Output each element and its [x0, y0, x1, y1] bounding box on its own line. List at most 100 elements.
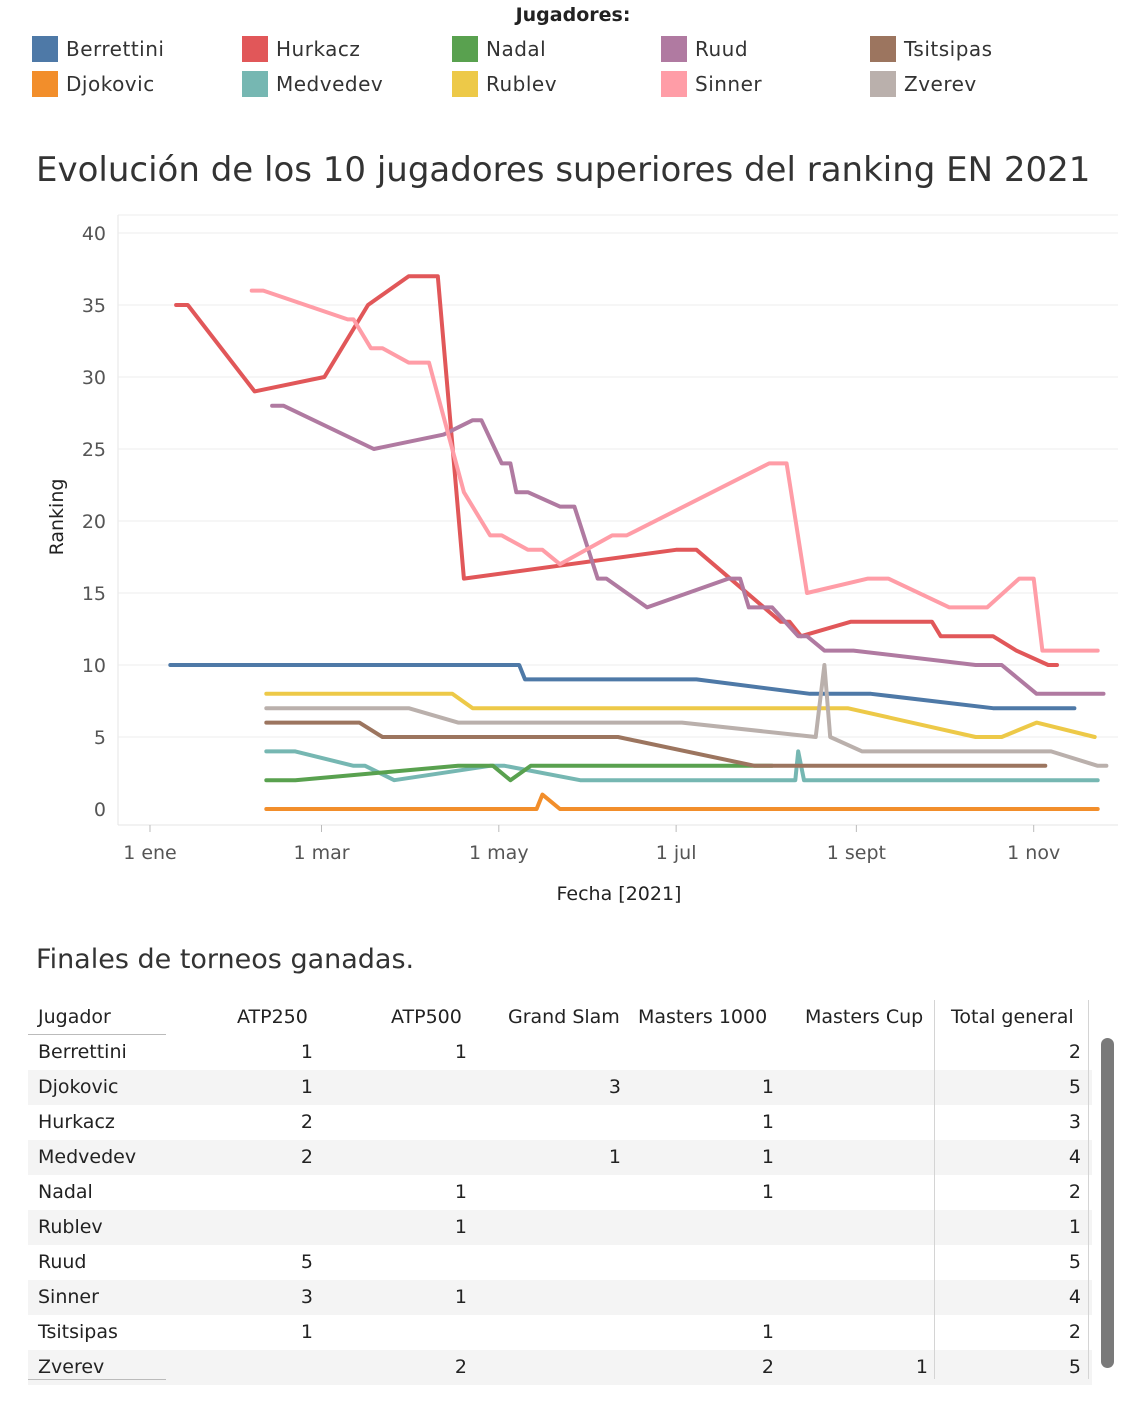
column-header[interactable]: Total general [951, 1006, 1074, 1028]
table-row: Djokovic 1 3 1 5 [28, 1070, 1092, 1105]
count-cell: 1 [915, 1356, 928, 1378]
legend-item-rublev[interactable]: Rublev [452, 69, 557, 99]
x-axis-title: Fecha [2021] [557, 883, 682, 905]
count-cell: 5 [1068, 1251, 1081, 1273]
player-name-cell: Zverev [38, 1356, 105, 1378]
column-header[interactable]: ATP250 [237, 1006, 308, 1028]
legend-swatch [452, 36, 478, 62]
legend-item-berrettini[interactable]: Berrettini [32, 34, 164, 64]
count-cell: 2 [761, 1356, 774, 1378]
series-line-hurkacz [174, 274, 1059, 667]
x-tick-label: 1 sept [827, 842, 886, 864]
y-tick-label: 10 [82, 655, 106, 677]
count-cell: 2 [300, 1111, 313, 1133]
y-tick-label: 30 [82, 367, 106, 389]
count-cell: 1 [300, 1321, 313, 1343]
count-cell: 2 [300, 1146, 313, 1168]
series-line-zverev [264, 663, 1109, 768]
legend-swatch [870, 36, 896, 62]
legend-item-nadal[interactable]: Nadal [452, 34, 546, 64]
header-underline [28, 1034, 166, 1035]
legend-label: Djokovic [66, 72, 155, 96]
legend-item-tsitsipas[interactable]: Tsitsipas [870, 34, 993, 64]
table-row: Hurkacz 2 1 3 [28, 1105, 1092, 1140]
legend-item-djokovic[interactable]: Djokovic [32, 69, 155, 99]
column-header[interactable]: Masters Cup [805, 1006, 924, 1028]
player-name-cell: Berrettini [38, 1041, 127, 1063]
table-row: Nadal 1 1 2 [28, 1175, 1092, 1210]
y-tick-label: 20 [82, 511, 106, 533]
y-tick-label: 25 [82, 439, 106, 461]
series-line-medvedev [264, 749, 1100, 783]
count-cell: 1 [761, 1146, 774, 1168]
table-row: Tsitsipas 1 1 2 [28, 1315, 1092, 1350]
count-cell: 5 [300, 1251, 313, 1273]
count-cell: 5 [1068, 1076, 1081, 1098]
y-tick-label: 35 [82, 295, 106, 317]
chart-title: Evolución de los 10 jugadores superiores… [36, 150, 1091, 190]
series-line-sinner [249, 288, 1100, 653]
legend-label: Ruud [695, 37, 749, 61]
legend-swatch [242, 36, 268, 62]
x-tick-label: 1 jul [656, 842, 697, 864]
count-cell: 4 [1068, 1146, 1081, 1168]
legend-title: Jugadores: [515, 4, 631, 26]
legend-label: Tsitsipas [904, 37, 993, 61]
legend-label: Medvedev [276, 72, 384, 96]
count-cell: 2 [454, 1356, 467, 1378]
count-cell: 1 [761, 1181, 774, 1203]
count-cell: 1 [454, 1041, 467, 1063]
y-axis-title: Ranking [46, 479, 68, 556]
table-row: Ruud 5 5 [28, 1245, 1092, 1280]
player-name-cell: Sinner [38, 1286, 99, 1308]
count-cell: 1 [761, 1321, 774, 1343]
legend-item-hurkacz[interactable]: Hurkacz [242, 34, 360, 64]
legend-item-sinner[interactable]: Sinner [661, 69, 762, 99]
legend-swatch [661, 36, 687, 62]
count-cell: 1 [608, 1146, 621, 1168]
count-cell: 1 [761, 1076, 774, 1098]
column-header[interactable]: ATP500 [391, 1006, 462, 1028]
y-tick-label: 5 [94, 727, 106, 749]
x-tick-label: 1 may [469, 842, 529, 864]
legend-label: Nadal [486, 37, 547, 61]
count-cell: 1 [300, 1041, 313, 1063]
series-line-djokovic [264, 792, 1100, 811]
column-header[interactable]: Jugador [38, 1006, 111, 1028]
table-row: Rublev 1 1 [28, 1210, 1092, 1245]
y-tick-label: 40 [82, 223, 106, 245]
player-name-cell: Djokovic [38, 1076, 119, 1098]
count-cell: 4 [1068, 1286, 1081, 1308]
table-scrollbar[interactable] [1101, 1038, 1114, 1368]
legend-swatch [661, 71, 687, 97]
y-tick-label: 15 [82, 583, 106, 605]
legend-swatch [870, 71, 896, 97]
legend-item-medvedev[interactable]: Medvedev [242, 69, 383, 99]
series-line-berrettini [168, 663, 1077, 711]
legend-swatch [452, 71, 478, 97]
column-header[interactable]: Masters 1000 [638, 1006, 768, 1028]
legend-swatch [242, 71, 268, 97]
player-name-cell: Ruud [38, 1251, 87, 1273]
column-header[interactable]: Grand Slam [508, 1006, 620, 1028]
legend-item-zverev[interactable]: Zverev [870, 69, 977, 99]
player-name-cell: Rublev [38, 1216, 103, 1238]
column-separator [1088, 1000, 1089, 1379]
player-name-cell: Medvedev [38, 1146, 137, 1168]
x-tick-label: 1 mar [293, 842, 349, 864]
y-tick-label: 0 [94, 799, 106, 821]
count-cell: 3 [300, 1286, 313, 1308]
count-cell: 2 [1068, 1041, 1081, 1063]
count-cell: 2 [1068, 1321, 1081, 1343]
count-cell: 1 [761, 1111, 774, 1133]
table-row: Berrettini 1 1 2 [28, 1035, 1092, 1070]
table-header: Jugador ATP250 ATP500 Grand Slam Masters 100… [28, 1000, 1092, 1036]
count-cell: 1 [454, 1286, 467, 1308]
series-line-tsitsipas [264, 720, 1048, 768]
legend-label: Zverev [904, 72, 977, 96]
legend-item-ruud[interactable]: Ruud [661, 34, 748, 64]
count-cell: 2 [1068, 1181, 1081, 1203]
ranking-line-chart: 0 5 10 15 20 25 30 35 40 1 ene 1 mar 1 may 1 jul 1 se… [46, 214, 1118, 905]
column-separator [934, 1000, 935, 1379]
legend-label: Rublev [486, 72, 558, 96]
